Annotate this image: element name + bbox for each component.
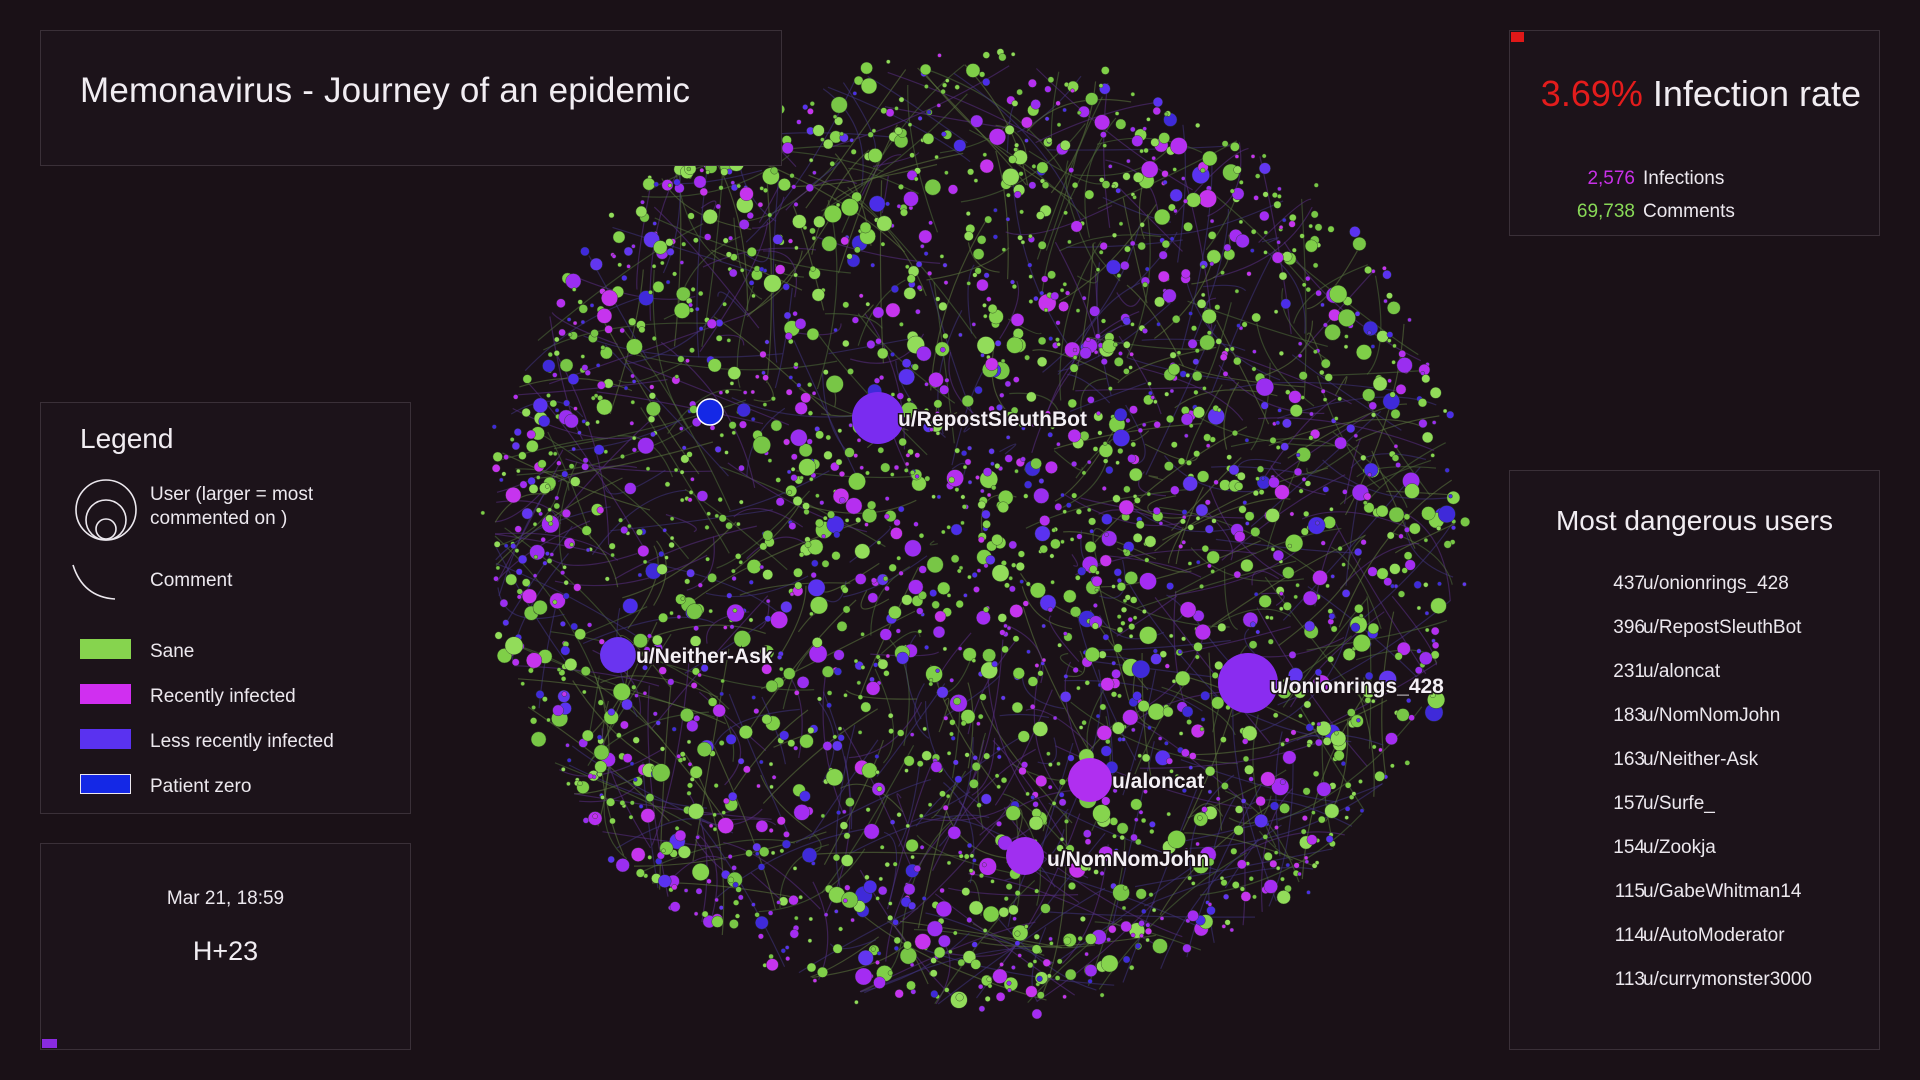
list-item: 113 u/currymonster3000 (1510, 969, 1881, 995)
list-item: 154 u/Zookja (1510, 837, 1881, 863)
stats-panel: 3.69% Infection rate 2,576 Infections 69,… (1509, 30, 1880, 236)
swatch-recently-infected (80, 684, 131, 704)
hub-node (1218, 653, 1278, 713)
stat-value: 69,738 (1576, 201, 1635, 222)
stats-corner-marker (1511, 32, 1524, 42)
legend-patient-zero-label: Patient zero (150, 776, 252, 797)
legend-recently-infected: Recently infected (41, 683, 412, 709)
patient-zero-node (696, 398, 724, 426)
stat-value: 2,576 (1587, 168, 1635, 189)
legend-user: User (larger = most commented on ) (41, 477, 412, 541)
nested-circles-icon (75, 479, 137, 541)
hub-nodes (600, 392, 1278, 875)
user-count: 114 (1614, 925, 1645, 946)
list-item: 114 u/AutoModerator (1510, 925, 1881, 951)
legend-sane-label: Sane (150, 641, 195, 662)
user-name: u/Zookja (1643, 837, 1716, 858)
user-name: u/GabeWhitman14 (1643, 881, 1802, 902)
user-name: u/currymonster3000 (1643, 969, 1812, 990)
user-count: 113 (1614, 969, 1645, 990)
user-nodes (480, 48, 1471, 1020)
infection-rate-label: Infection rate (1652, 73, 1861, 114)
user-name: u/onionrings_428 (1643, 573, 1789, 594)
list-item: 163 u/Neither-Ask (1510, 749, 1881, 775)
title-panel: Memonavirus - Journey of an epidemic (40, 30, 782, 166)
user-name: u/RepostSleuthBot (1643, 617, 1802, 638)
legend-panel: Legend User (larger = most commented on … (40, 402, 411, 814)
legend-less-recently-infected: Less recently infected (41, 728, 412, 754)
list-item: 183 u/NomNomJohn (1510, 705, 1881, 731)
list-item: 115 u/GabeWhitman14 (1510, 881, 1881, 907)
list-item: 437 u/onionrings_428 (1510, 573, 1881, 599)
user-count: 163 (1613, 749, 1645, 770)
user-name: u/NomNomJohn (1643, 705, 1781, 726)
stat-label: Infections (1643, 168, 1725, 189)
list-item: 157 u/Surfe_ (1510, 793, 1881, 819)
user-count: 115 (1614, 881, 1645, 902)
hub-label: u/aloncat (1112, 770, 1204, 793)
list-item: 396 u/RepostSleuthBot (1510, 617, 1881, 643)
legend-less-recently-infected-label: Less recently infected (150, 731, 334, 752)
swatch-sane (80, 639, 131, 659)
hub-label: u/onionrings_428 (1270, 675, 1444, 698)
dangerous-users-panel: Most dangerous users 437 u/onionrings_428… (1509, 470, 1880, 1050)
stat-label: Comments (1643, 201, 1735, 222)
legend-recently-infected-label: Recently infected (150, 686, 296, 707)
legend-heading: Legend (80, 423, 174, 454)
legend-patient-zero: Patient zero (41, 773, 412, 799)
user-name: u/AutoModerator (1643, 925, 1785, 946)
legend-comment: Comment (41, 561, 412, 601)
user-count: 157 (1613, 793, 1645, 814)
list-item: 231 u/aloncat (1510, 661, 1881, 687)
user-name: u/Neither-Ask (1643, 749, 1759, 770)
progress-marker (42, 1039, 57, 1048)
infection-rate: 3.69% Infection rate (1541, 73, 1861, 115)
user-name: u/Surfe_ (1643, 793, 1715, 814)
legend-comment-label: Comment (150, 570, 233, 591)
hub-label: u/NomNomJohn (1047, 848, 1209, 871)
page-title: Memonavirus - Journey of an epidemic (80, 71, 691, 110)
dangerous-users-heading: Most dangerous users (1555, 505, 1834, 536)
hub-labels: u/RepostSleuthBot u/Neither-Ask u/onionrin… (635, 407, 1446, 873)
user-count: 437 (1613, 573, 1645, 594)
hub-node (1068, 758, 1112, 802)
timestamp-panel: Mar 21, 18:59 H+23 (40, 843, 411, 1050)
hub-node (1006, 837, 1044, 875)
comment-arc-icon (72, 564, 116, 600)
infection-rate-value: 3.69% (1540, 73, 1643, 114)
hub-node (852, 392, 904, 444)
user-count: 231 (1613, 661, 1645, 682)
swatch-less-recently-infected (80, 729, 131, 749)
legend-sane: Sane (41, 638, 412, 664)
user-count: 154 (1613, 837, 1645, 858)
timestamp-hour: H+23 (192, 936, 259, 966)
user-count: 396 (1613, 617, 1645, 638)
user-count: 183 (1613, 705, 1645, 726)
timestamp-date: Mar 21, 18:59 (166, 888, 285, 909)
user-name: u/aloncat (1643, 661, 1721, 682)
hub-label: u/RepostSleuthBot (898, 408, 1087, 431)
stat-row-comments: 69,738 Comments (1510, 201, 1881, 225)
legend-user-label: User (larger = most commented on ) (150, 484, 314, 529)
stat-row-infections: 2,576 Infections (1510, 168, 1881, 192)
hub-label: u/Neither-Ask (636, 645, 773, 668)
hub-node (600, 637, 636, 673)
swatch-patient-zero (80, 774, 131, 794)
